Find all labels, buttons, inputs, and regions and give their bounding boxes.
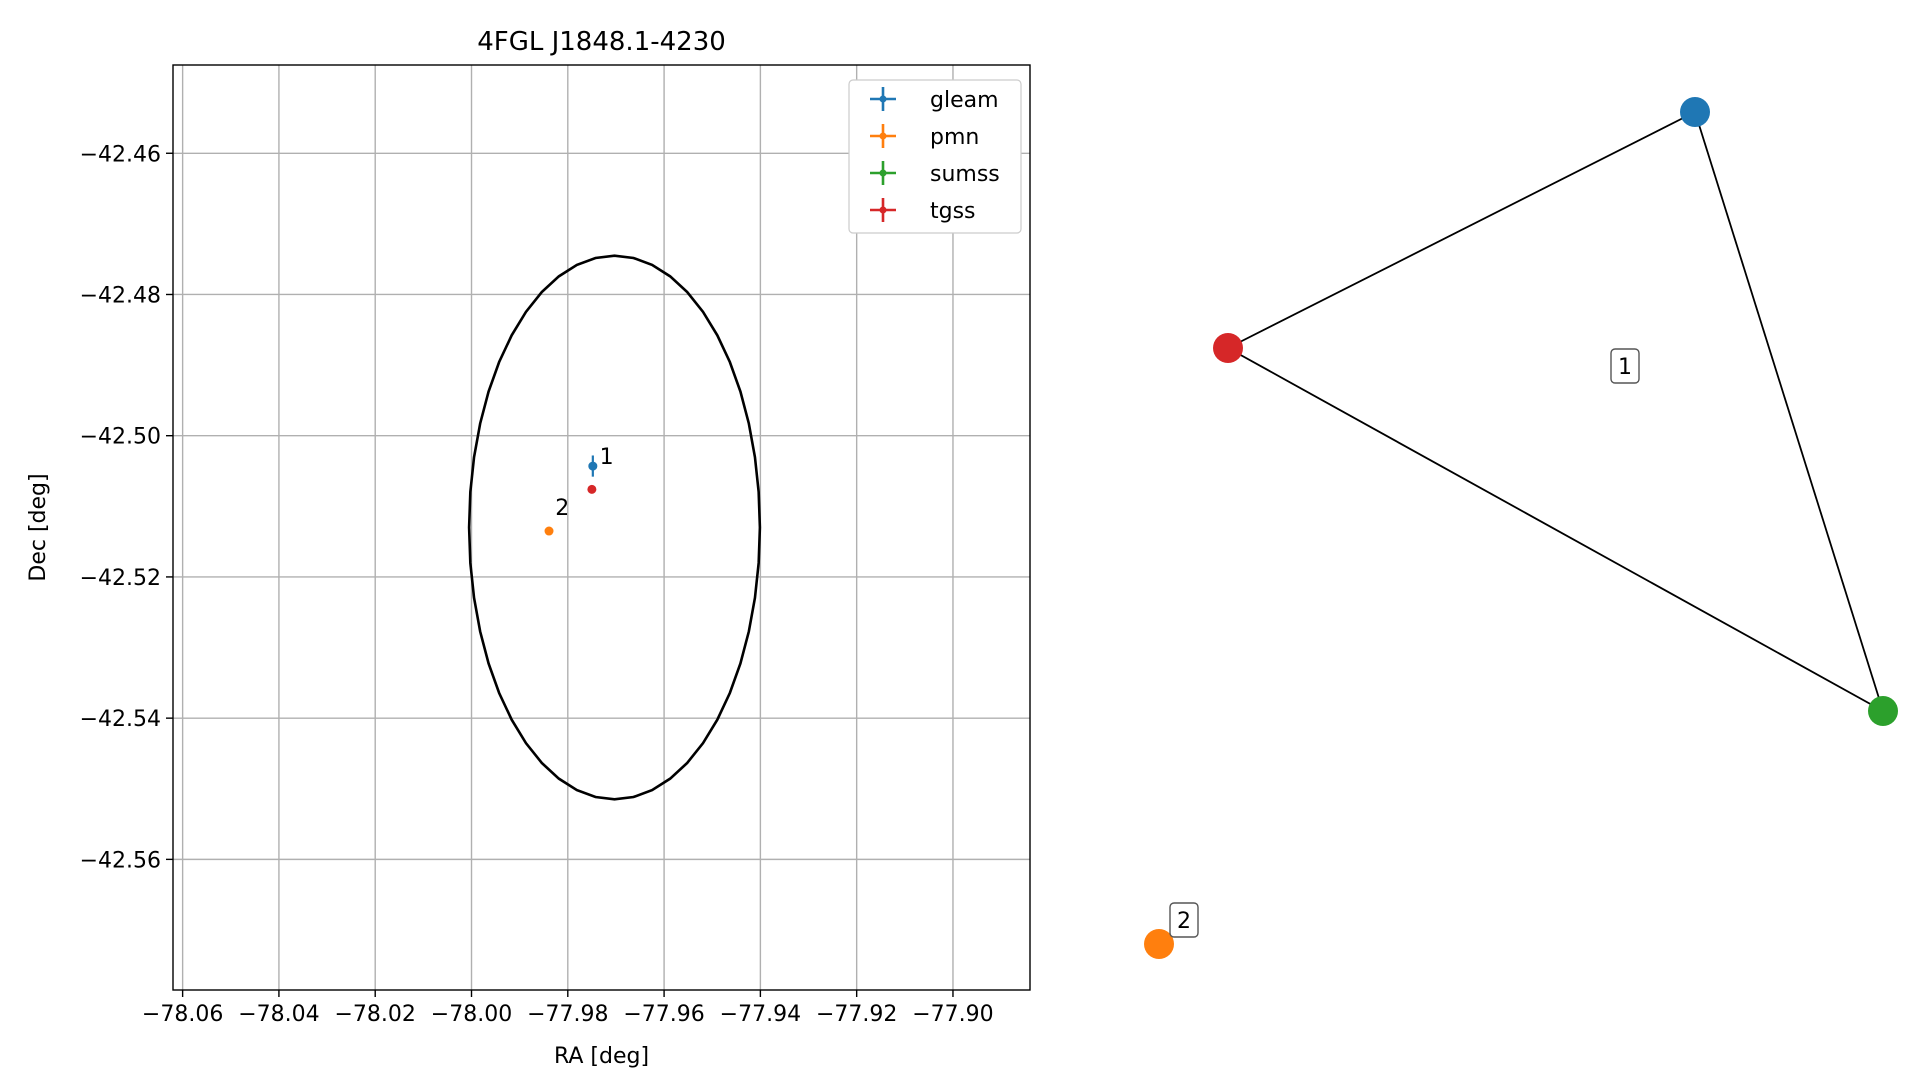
label-box <box>1610 348 1640 384</box>
x-tick-label: −77.94 <box>720 1002 801 1027</box>
error-ellipse <box>467 254 762 801</box>
legend-marker <box>879 169 887 177</box>
y-tick-label: −42.54 <box>80 707 161 732</box>
edge-tgss-sumss <box>1227 347 1884 712</box>
legend: gleam pmn sumss tgss <box>848 79 1022 234</box>
y-tick-label: −42.48 <box>80 283 161 308</box>
source-points <box>544 455 598 536</box>
legend-label: pmn <box>930 125 979 150</box>
edge-gleam-sumss <box>1694 111 1884 712</box>
point-gleam <box>588 455 598 477</box>
legend-label: gleam <box>930 88 999 113</box>
marker <box>587 484 597 494</box>
x-tick-label: −78.04 <box>238 1002 319 1027</box>
chart-title: 4FGL J1848.1-4230 <box>477 27 726 57</box>
x-axis-label: RA [deg] <box>554 1044 649 1069</box>
point-tgss <box>587 484 597 494</box>
y-tick-label: −42.50 <box>80 425 161 450</box>
legend-entry-pmn: pmn <box>870 124 979 150</box>
group-labels: 12 <box>1169 348 1640 938</box>
uncertainty-circle <box>467 254 762 801</box>
legend-box <box>848 79 1022 234</box>
node-sumss <box>1868 696 1898 726</box>
x-tick-label: −77.92 <box>816 1002 897 1027</box>
legend-entry-tgss: tgss <box>870 198 976 224</box>
node-gleam <box>1680 97 1710 127</box>
legend-label: sumss <box>930 162 1000 187</box>
legend-entry-gleam: gleam <box>870 87 999 113</box>
y-tick-label: −42.52 <box>80 566 161 591</box>
marker <box>544 526 554 536</box>
label-text: 2 <box>1177 909 1191 934</box>
grid <box>173 65 1030 990</box>
association-graph: 12 <box>1144 97 1898 959</box>
x-tick-label: −77.90 <box>912 1002 993 1027</box>
x-tick-label: −78.00 <box>431 1002 512 1027</box>
label-box <box>1169 902 1199 938</box>
edge-gleam-tgss <box>1227 111 1696 349</box>
legend-label: tgss <box>930 199 976 224</box>
marker <box>588 461 598 471</box>
group-label-1: 1 <box>1610 348 1640 384</box>
point-labels: 12 <box>555 445 613 521</box>
x-tick-label: −78.02 <box>335 1002 416 1027</box>
point-pmn <box>544 526 554 536</box>
legend-entry-sumss: sumss <box>870 161 1000 187</box>
sky-scatter-plot: −78.06 −78.04 −78.02 −78.00 −77.98 −77.96 −77.… <box>26 27 1031 1069</box>
graph-edges <box>1227 111 1884 712</box>
label-text: 1 <box>1618 355 1632 380</box>
y-axis-ticks: −42.46 −42.48 −42.50 −42.52 −42.54 −42.56 <box>80 142 173 873</box>
group-label-2: 2 <box>1169 902 1199 938</box>
legend-marker <box>879 95 887 103</box>
legend-marker <box>879 206 887 214</box>
x-tick-label: −77.96 <box>623 1002 704 1027</box>
node-pmn <box>1144 929 1174 959</box>
y-tick-label: −42.56 <box>80 848 161 873</box>
x-axis-ticks: −78.06 −78.04 −78.02 −78.00 −77.98 −77.96 −77.… <box>142 990 994 1027</box>
point-label: 2 <box>555 496 569 521</box>
plot-frame <box>172 64 1031 991</box>
x-tick-label: −77.98 <box>527 1002 608 1027</box>
node-tgss <box>1213 333 1243 363</box>
graph-nodes <box>1144 97 1898 959</box>
x-tick-label: −78.06 <box>142 1002 223 1027</box>
y-axis-label: Dec [deg] <box>26 473 51 581</box>
legend-marker <box>879 132 887 140</box>
point-label: 1 <box>600 445 614 470</box>
y-tick-label: −42.46 <box>80 142 161 167</box>
